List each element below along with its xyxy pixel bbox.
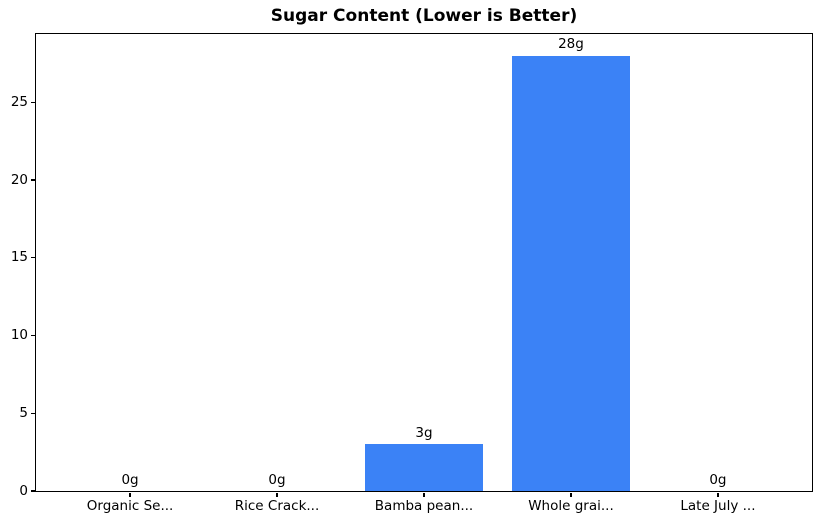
y-tick-mark [30,257,35,259]
x-tick-label: Late July ... [680,498,756,514]
y-tick-label: 0 [19,482,28,499]
bar [365,444,483,491]
x-tick-mark [423,492,425,497]
y-tick-mark [30,101,35,104]
y-tick-mark [30,179,35,181]
x-tick-label: Rice Crack... [234,498,320,514]
x-tick-label: Whole grai... [528,498,614,514]
y-tick-mark [30,412,35,414]
y-tick-label: 5 [19,404,28,421]
x-tick-mark [717,492,719,497]
bar-value-label: 28g [558,36,584,53]
x-tick-label: Bamba pean... [374,498,474,514]
y-tick-label: 15 [10,249,28,266]
y-tick-label: 10 [10,327,28,344]
chart-title: Sugar Content (Lower is Better) [270,6,578,26]
bar-value-label: 0g [709,471,727,488]
bar-value-label: 3g [415,424,433,441]
bar-value-label: 0g [268,471,286,488]
bar-value-label: 0g [121,471,139,488]
x-tick-mark [129,492,131,497]
y-tick-mark [30,490,35,492]
plot-area: 0 5 10 15 20 25 0g Organic Se... 0g Rice Crack...… [11,33,813,513]
x-tick-mark [276,492,278,497]
y-tick-label: 25 [10,93,28,110]
x-tick-label: Organic Se... [86,498,174,514]
bar [512,55,630,491]
y-tick-label: 20 [10,171,28,188]
y-tick-mark [30,334,35,337]
x-tick-mark [570,492,572,497]
